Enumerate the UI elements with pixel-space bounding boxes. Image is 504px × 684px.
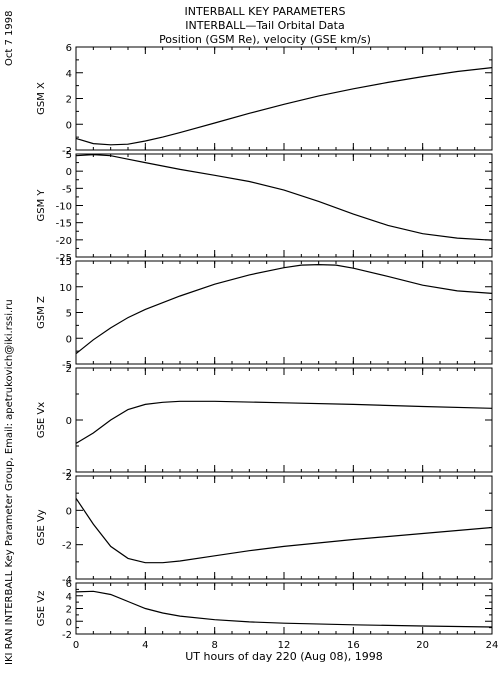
y-tick-label: 0 [66, 617, 72, 628]
x-tick-label: 24 [486, 640, 499, 651]
y-tick-label: -10 [56, 202, 72, 213]
y-tick-label: 2 [66, 605, 72, 616]
series-line-gse-vz [75, 590, 493, 628]
y-tick-label: -2 [62, 146, 72, 157]
x-tick-label: 20 [416, 640, 429, 651]
y-tick-label: 0 [66, 416, 72, 427]
y-axis-label: GSE Vz [36, 591, 47, 627]
y-tick-label: -2 [62, 630, 72, 641]
y-tick-label: 0 [66, 334, 72, 345]
y-tick-label: 6 [66, 579, 72, 590]
y-tick-label: 10 [59, 283, 72, 294]
y-tick-label: 6 [66, 43, 72, 54]
series-line-gsm-x [75, 67, 493, 146]
y-tick-label: -2 [62, 541, 72, 552]
panel-4: -2 0 2 GSE Vx [36, 364, 493, 479]
series-line-gse-vx [75, 400, 493, 444]
page-subtitle: INTERBALL—Tail Orbital Data [185, 19, 344, 32]
panel-frame [75, 153, 493, 258]
x-axis-label: UT hours of day 220 (Aug 08), 1998 [185, 650, 383, 663]
y-axis-label: GSM Y [36, 189, 47, 222]
y-tick-label: 5 [66, 150, 72, 161]
panel-frame [75, 475, 493, 580]
y-tick-label: 5 [66, 309, 72, 320]
x-tick-label: 4 [142, 640, 148, 651]
x-tick-label: 0 [73, 640, 79, 651]
panel-5: -4 -2 0 2 GSE Vy [36, 472, 493, 586]
y-tick-label: 2 [66, 472, 72, 483]
panel-2: -25 -20 -15 -10 -5 0 5 GSM Y [36, 150, 493, 264]
series-line-gse-vy [75, 497, 493, 564]
series-line-gsm-z [75, 263, 493, 355]
date-stamp: Oct 7 1998 [4, 11, 15, 66]
y-tick-label: -15 [56, 219, 72, 230]
y-tick-label: -25 [56, 253, 72, 264]
y-tick-label: 2 [66, 95, 72, 106]
page-subtitle-2: Position (GSM Re), velocity (GSE km/s) [159, 33, 371, 46]
panel-frame [75, 367, 493, 473]
panel-3: -5 0 5 10 15 GSM Z [36, 257, 493, 371]
y-tick-label: -5 [62, 184, 72, 195]
y-tick-label: -4 [62, 575, 72, 586]
x-tick-label: 16 [347, 640, 360, 651]
y-axis-label: GSM X [36, 82, 47, 115]
y-axis-label: GSE Vy [36, 509, 47, 545]
y-tick-label: 4 [66, 592, 72, 603]
y-tick-label: 0 [66, 120, 72, 131]
y-axis-label: GSM Z [36, 296, 47, 329]
y-tick-label: -2 [62, 468, 72, 479]
x-tick-label: 12 [278, 640, 291, 651]
panel-frame [75, 46, 493, 151]
y-tick-label: 0 [66, 506, 72, 517]
y-tick-label: 15 [59, 257, 72, 268]
y-tick-label: -5 [62, 360, 72, 371]
y-tick-label: 0 [66, 167, 72, 178]
series-line-gsm-y [75, 154, 493, 241]
y-tick-label: 4 [66, 69, 72, 80]
y-axis-label: GSE Vx [36, 402, 47, 438]
y-tick-label: 2 [66, 364, 72, 375]
y-tick-label: -20 [56, 236, 72, 247]
page-title: INTERBALL KEY PARAMETERS [185, 5, 346, 18]
x-tick-label: 8 [211, 640, 217, 651]
panel-6: -2 02 4 6 GSE Vz [36, 579, 493, 641]
panel-1: -2 0 2 4 6 GSM X [36, 43, 493, 157]
credit-text: IKI RAN INTERBALL Key Parameter Group, E… [4, 299, 15, 665]
